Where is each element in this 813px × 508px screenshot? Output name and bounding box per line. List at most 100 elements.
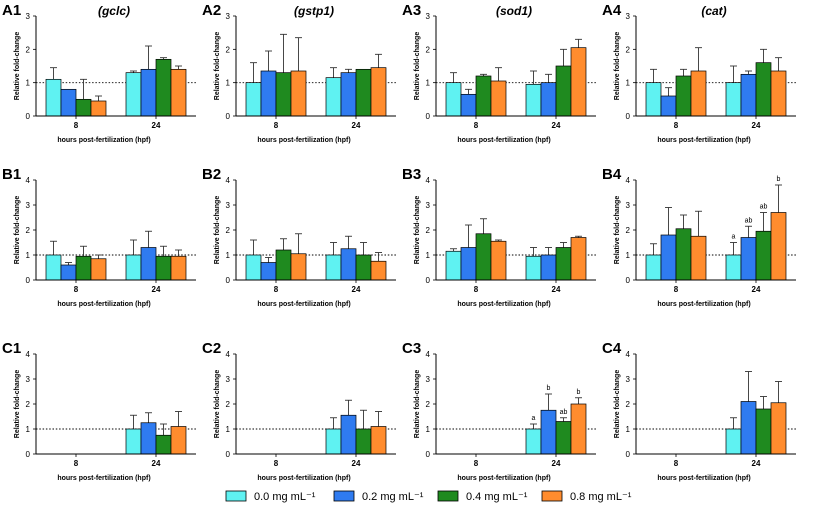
x-tick-label: 8 — [74, 121, 79, 130]
bar-a3-s2-g0 — [475, 75, 492, 117]
panel-label: B4 — [602, 166, 622, 183]
y-axis-label: Relative fold-change — [414, 370, 421, 439]
x-tick-label: 8 — [474, 121, 479, 130]
bar-a1-s3-g1 — [170, 68, 187, 117]
y-tick-label: 3 — [426, 201, 431, 210]
bar-b2-s0-g0 — [245, 254, 262, 281]
x-axis-label: hours post-fertilization (hpf) — [257, 301, 350, 308]
bar-b1-s3-g1 — [170, 255, 187, 281]
x-tick-label: 24 — [752, 459, 761, 468]
y-tick-label: 4 — [626, 350, 631, 359]
y-tick-label: 4 — [426, 350, 431, 359]
x-tick-label: 24 — [752, 121, 761, 130]
bar-b4-s0-g0 — [645, 254, 662, 281]
bar-a2-s0-g1 — [325, 77, 342, 117]
bar-b1-s3-g0 — [90, 258, 107, 281]
bar-c1-s2-g1 — [155, 434, 172, 455]
bar-a3-s3-g0 — [490, 80, 507, 117]
y-tick-label: 0 — [626, 112, 631, 121]
legend: 0.0 mg mL⁻¹ 0.2 mg mL⁻¹ 0.4 mg mL⁻¹ 0.8 … — [225, 490, 632, 503]
y-tick-label: 2 — [26, 226, 31, 235]
bar-a2-s0-g0 — [245, 82, 262, 117]
bar-c4-s2-g1 — [755, 408, 772, 455]
x-tick-label: 24 — [352, 121, 361, 130]
bar-a2-s1-g1 — [340, 72, 357, 117]
y-tick-label: 0 — [226, 112, 231, 121]
legend-swatch-3 — [541, 490, 563, 502]
bar-b4-s1-g0 — [660, 234, 677, 281]
y-axis-label: Relative fold-change — [214, 196, 221, 265]
bar-c2-s0-g1 — [325, 428, 342, 455]
panel-label: C3 — [402, 340, 421, 357]
x-axis-label: hours post-fertilization (hpf) — [457, 475, 550, 482]
bar-b3-s3-g1 — [570, 237, 587, 281]
y-tick-label: 0 — [626, 450, 631, 459]
bar-a3-s1-g0 — [460, 93, 477, 117]
panel-label: A3 — [402, 2, 421, 19]
y-tick-label: 1 — [426, 79, 431, 88]
bar-b3-s3-g0 — [490, 240, 507, 281]
bar-a4-s3-g1 — [770, 70, 787, 117]
y-tick-label: 4 — [26, 176, 31, 185]
y-tick-label: 0 — [26, 112, 31, 121]
x-tick-label: 24 — [552, 285, 561, 294]
panel-label: C1 — [2, 340, 21, 357]
y-tick-label: 3 — [26, 12, 31, 21]
significance-label: ab — [760, 204, 768, 211]
panel-label: B3 — [402, 166, 421, 183]
bar-b2-s0-g1 — [325, 254, 342, 281]
bar-b4-s3-g1 — [770, 212, 787, 281]
bar-b4-s2-g0 — [675, 228, 692, 281]
y-tick-label: 1 — [426, 251, 431, 260]
x-axis-label: hours post-fertilization (hpf) — [457, 301, 550, 308]
x-tick-label: 24 — [352, 285, 361, 294]
panel-label: B2 — [202, 166, 221, 183]
y-tick-label: 3 — [26, 375, 31, 384]
y-tick-label: 1 — [226, 251, 231, 260]
y-axis-label: Relative fold-change — [14, 370, 21, 439]
x-tick-label: 8 — [274, 121, 279, 130]
bar-a1-s2-g1 — [155, 58, 172, 117]
significance-label: ab — [745, 217, 753, 224]
y-tick-label: 3 — [226, 201, 231, 210]
y-axis-label: Relative fold-change — [214, 370, 221, 439]
y-tick-label: 0 — [426, 112, 431, 121]
bar-a4-s1-g0 — [660, 95, 677, 117]
bar-a1-s1-g0 — [60, 88, 77, 117]
bar-a1-s0-g0 — [45, 78, 62, 117]
significance-label: a — [532, 415, 536, 422]
y-axis-label: Relative fold-change — [614, 370, 621, 439]
y-tick-label: 0 — [226, 450, 231, 459]
bar-a2-s2-g0 — [275, 72, 292, 117]
x-axis-label: hours post-fertilization (hpf) — [57, 137, 150, 144]
bar-b3-s0-g0 — [445, 250, 462, 281]
bar-a2-s3-g1 — [370, 67, 387, 117]
bar-c3-s2-g1 — [555, 421, 572, 455]
bar-a4-s3-g0 — [690, 70, 707, 117]
chart-panel-a3: A3 (sod1) Relative fold-change 0 1 2 3 8 24hours… — [402, 2, 596, 144]
y-tick-label: 0 — [226, 276, 231, 285]
bar-b2-s2-g0 — [275, 249, 292, 281]
legend-swatch-2 — [437, 490, 459, 502]
bar-b1-s2-g0 — [75, 255, 92, 281]
y-axis-label: Relative fold-change — [414, 196, 421, 265]
panel-label: A1 — [2, 2, 21, 19]
y-tick-label: 0 — [26, 450, 31, 459]
y-tick-label: 4 — [226, 350, 231, 359]
y-tick-label: 2 — [26, 400, 31, 409]
x-tick-label: 24 — [152, 121, 161, 130]
gene-title: (gstp1) — [294, 4, 334, 18]
y-tick-label: 2 — [426, 400, 431, 409]
bar-c4-s3-g1 — [770, 402, 787, 455]
legend-label-0: 0.0 mg mL⁻¹ — [254, 491, 316, 503]
panel-label: B1 — [2, 166, 21, 183]
x-tick-label: 8 — [474, 459, 479, 468]
bar-b1-s2-g1 — [155, 255, 172, 281]
y-tick-label: 3 — [426, 12, 431, 21]
